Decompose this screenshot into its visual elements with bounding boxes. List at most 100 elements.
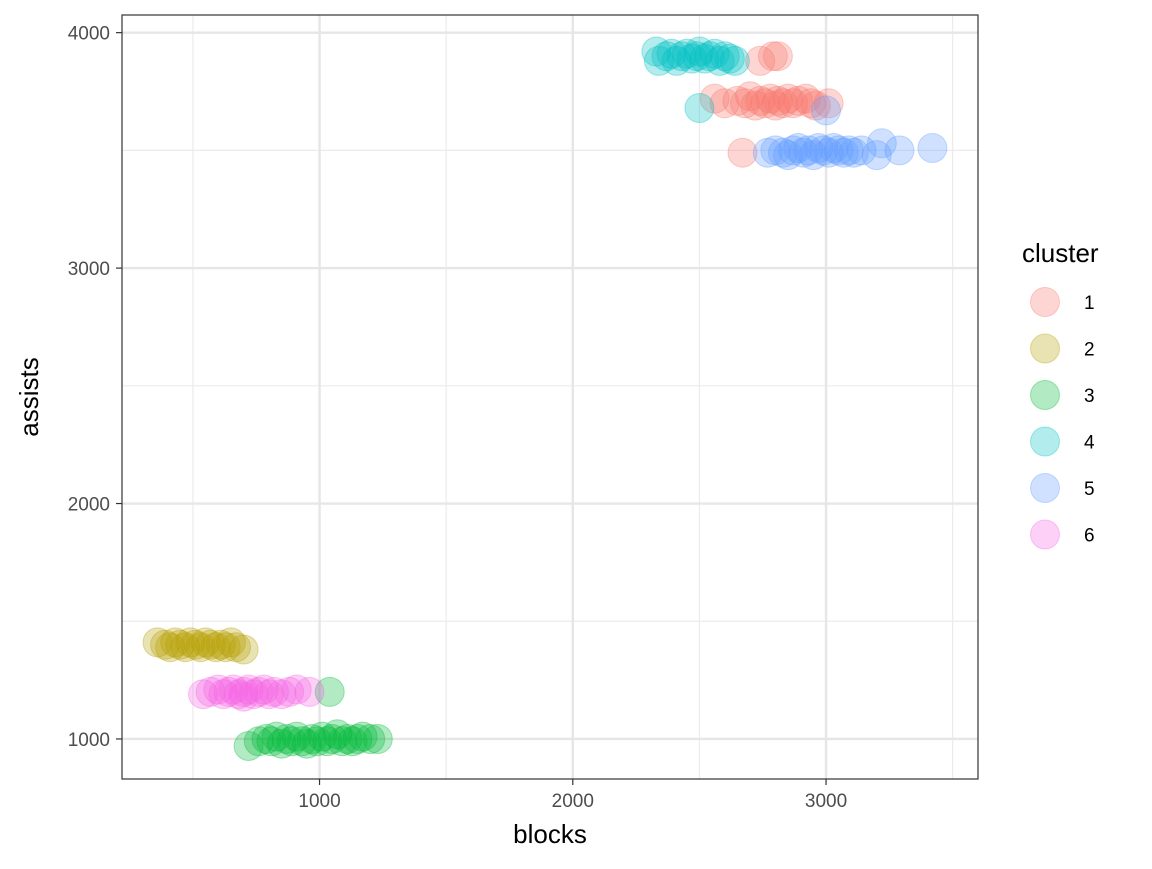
cluster-4-point [699,38,730,69]
cluster-3-point [307,721,338,752]
cluster-5-point [828,137,859,168]
cluster-1-point [755,83,786,114]
cluster-4-point [684,93,715,123]
cluster-1-point [768,88,798,119]
legend: cluster 1 2 3 4 5 6 [1022,238,1099,550]
cluster-6-point [208,679,239,710]
cluster-5-point [752,137,783,168]
cluster-2-point [200,632,231,663]
cluster-4-point [719,45,750,76]
cluster-5-point [861,140,892,171]
legend-key-swatch [1030,519,1060,550]
minor-grid [122,15,978,779]
cluster-3-point [276,726,307,757]
cluster-5-point [778,135,809,166]
cluster-3-point [291,728,322,759]
cluster-6-point [281,674,312,705]
cluster-4-point [681,41,712,72]
cluster-1-point [709,88,740,119]
cluster-5-point [793,135,824,166]
cluster-3-point [362,724,393,754]
cluster-1-point [762,85,793,116]
cluster-1-point [795,88,826,119]
cluster-6-point [253,679,284,710]
cluster-3-point [342,724,373,754]
cluster-3-point [251,724,282,754]
cluster-2-point [195,629,226,660]
cluster-1-point [735,81,766,112]
cluster-6-point [259,676,289,707]
cluster-3-point [286,726,317,757]
cluster-2-point [215,627,246,658]
cluster-1-point [790,83,821,114]
cluster-5-point [803,133,834,163]
cluster-6-point [188,679,218,710]
cluster-3-point [347,721,378,752]
cluster-5-point [798,140,829,171]
legend-entry-label: 6 [1084,526,1095,547]
y-tick-label: 1000 [68,730,110,751]
cluster-3-point [337,726,368,757]
cluster-3-point [281,721,312,752]
x-axis: 1000 2000 3000 [298,779,847,812]
cluster-2-point [170,632,201,663]
cluster-3-point [271,724,302,754]
cluster-5-point [838,137,869,168]
legend-entry-label: 1 [1084,293,1095,314]
cluster-1-point [745,45,776,76]
cluster-1-point [730,88,760,119]
cluster-3-point [266,728,297,759]
cluster-5-point [818,133,849,163]
cluster-5-point [833,135,864,166]
cluster-5-point [866,128,897,159]
cluster-3-point [355,724,386,754]
cluster-5-point [773,140,804,171]
cluster-4-point [684,36,715,67]
cluster-6-point [228,681,259,712]
cluster-5-point [823,135,854,166]
y-tick-label: 4000 [68,24,110,45]
cluster-6-point [228,676,259,707]
x-tick-label: 1000 [298,791,340,812]
legend-entry-label: 2 [1084,340,1095,361]
cluster-4-point [676,43,707,74]
cluster-5-point [811,95,841,126]
cluster-6-point [266,679,297,710]
legend-key-swatch [1030,333,1060,364]
cluster-2-point [221,632,251,663]
cluster-3-point [322,719,353,750]
cluster-6-point [238,679,269,710]
cluster-1-point [740,90,771,121]
cluster-2-point [205,629,236,660]
cluster-6-point [195,676,226,707]
legend-key-swatch [1030,426,1060,457]
cluster-5-point [917,133,948,163]
cluster-1-point [762,41,793,72]
cluster-6-point [213,676,244,707]
cluster-3-point [302,726,332,757]
legend-key-swatch [1030,287,1060,317]
panel-border [121,14,979,780]
cluster-1-point [722,85,753,116]
cluster-1-point [727,137,758,168]
y-axis: 1000 2000 3000 4000 [68,24,122,751]
legend-entry-label: 4 [1084,433,1095,454]
cluster-4-point [671,38,702,69]
cluster-5-point [768,137,798,168]
cluster-2-point [228,634,259,665]
cluster-1-point [778,88,809,119]
legend-title: cluster [1022,238,1099,268]
panel-background [122,15,978,779]
cluster-4-point [704,45,735,76]
cluster-6-point [223,679,254,710]
cluster-1-point [699,83,730,114]
cluster-5-point [808,135,839,166]
cluster-2-point [142,627,173,658]
y-tick-label: 2000 [68,495,110,516]
cluster-1-point [760,90,791,121]
x-axis-label: blocks [513,819,587,849]
cluster-3-point [312,726,343,757]
cluster-4-point [689,43,720,74]
cluster-1-point [813,88,844,119]
